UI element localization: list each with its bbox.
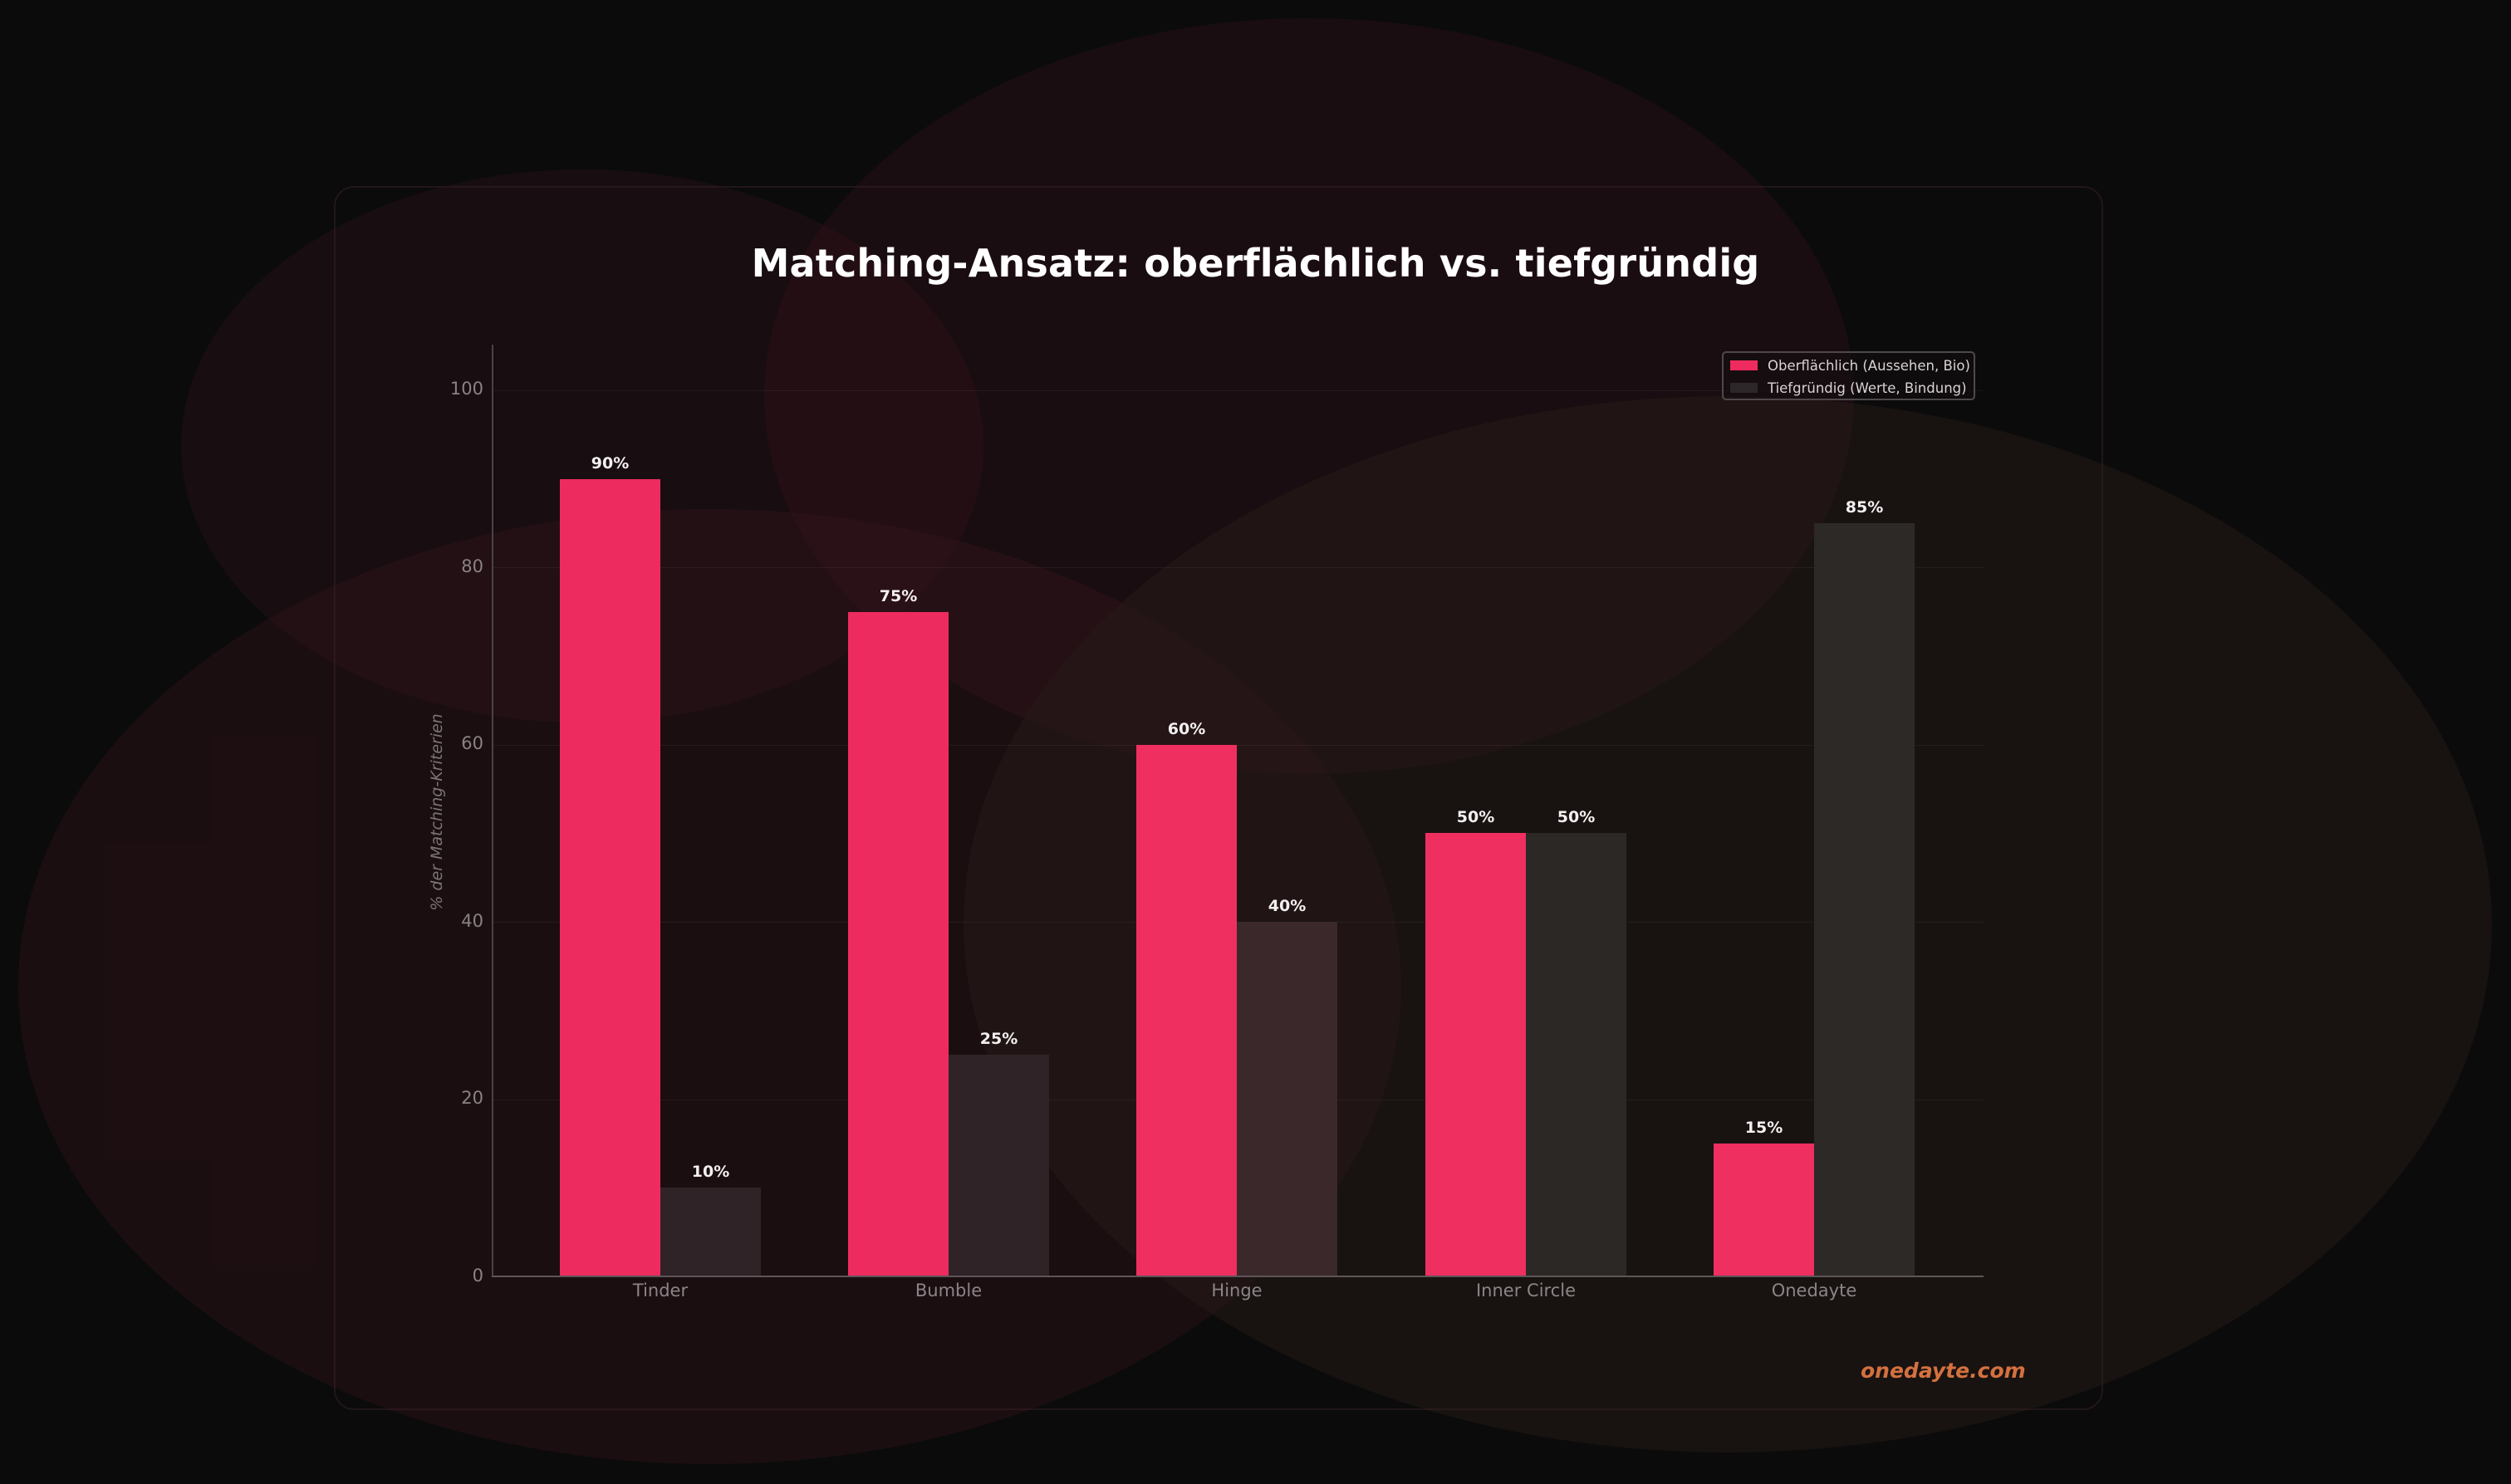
bar-label-hinge-superficial: 60% <box>1167 720 1206 738</box>
legend-swatch-deep <box>1730 383 1758 393</box>
x-tick-onedayte: Onedayte <box>1771 1281 1857 1300</box>
x-tick-inner-circle: Inner Circle <box>1475 1281 1576 1300</box>
bar-label-tinder-deep: 10% <box>691 1163 730 1181</box>
bar-label-hinge-deep: 40% <box>1268 897 1307 915</box>
x-tick-bumble: Bumble <box>915 1281 983 1300</box>
legend-swatch-superficial <box>1730 360 1758 370</box>
x-tick-hinge: Hinge <box>1211 1281 1263 1300</box>
y-tick-20: 20 <box>461 1088 483 1108</box>
bar-inner-circle-deep <box>1526 833 1626 1276</box>
bar-label-inner-circle-superficial: 50% <box>1456 808 1495 826</box>
bar-hinge-superficial <box>1136 745 1237 1276</box>
gridline-80 <box>493 567 1984 568</box>
y-axis-label: % der Matching-Kriterien <box>428 713 446 911</box>
bar-onedayte-superficial <box>1714 1144 1814 1276</box>
gridline-60 <box>493 745 1984 746</box>
y-tick-100: 100 <box>449 379 483 399</box>
bar-bumble-superficial <box>848 612 949 1276</box>
y-tick-0: 0 <box>472 1266 483 1286</box>
y-axis-line <box>492 345 493 1277</box>
bar-label-inner-circle-deep: 50% <box>1557 808 1596 826</box>
bar-tinder-superficial <box>560 479 660 1276</box>
brand-watermark: onedayte.com <box>1861 1359 2026 1383</box>
x-tick-tinder: Tinder <box>632 1281 689 1300</box>
bar-hinge-deep <box>1237 922 1337 1276</box>
bar-label-onedayte-superficial: 15% <box>1744 1119 1783 1137</box>
chart-title: Matching-Ansatz: oberflächlich vs. tiefg… <box>751 241 1760 286</box>
bar-tinder-deep <box>660 1188 761 1276</box>
chart-card <box>334 186 2103 1410</box>
gridline-100 <box>493 390 1984 391</box>
legend-item-superficial: Oberflächlich (Aussehen, Bio) <box>1730 355 1970 375</box>
y-tick-80: 80 <box>461 556 483 576</box>
bar-label-bumble-superficial: 75% <box>879 587 918 605</box>
legend-label-deep: Tiefgründig (Werte, Bindung) <box>1768 380 1967 396</box>
bar-label-tinder-superficial: 90% <box>591 454 630 473</box>
legend-item-deep: Tiefgründig (Werte, Bindung) <box>1730 378 1967 398</box>
y-tick-60: 60 <box>461 733 483 753</box>
legend-label-superficial: Oberflächlich (Aussehen, Bio) <box>1768 357 1970 374</box>
bar-onedayte-deep <box>1814 523 1915 1276</box>
bar-label-bumble-deep: 25% <box>979 1030 1018 1048</box>
bar-inner-circle-superficial <box>1425 833 1526 1276</box>
x-axis-line <box>492 1276 1984 1277</box>
bar-bumble-deep <box>949 1055 1049 1276</box>
y-tick-40: 40 <box>461 911 483 931</box>
bar-label-onedayte-deep: 85% <box>1845 498 1884 517</box>
chart-legend: Oberflächlich (Aussehen, Bio) Tiefgründi… <box>1722 351 1975 400</box>
